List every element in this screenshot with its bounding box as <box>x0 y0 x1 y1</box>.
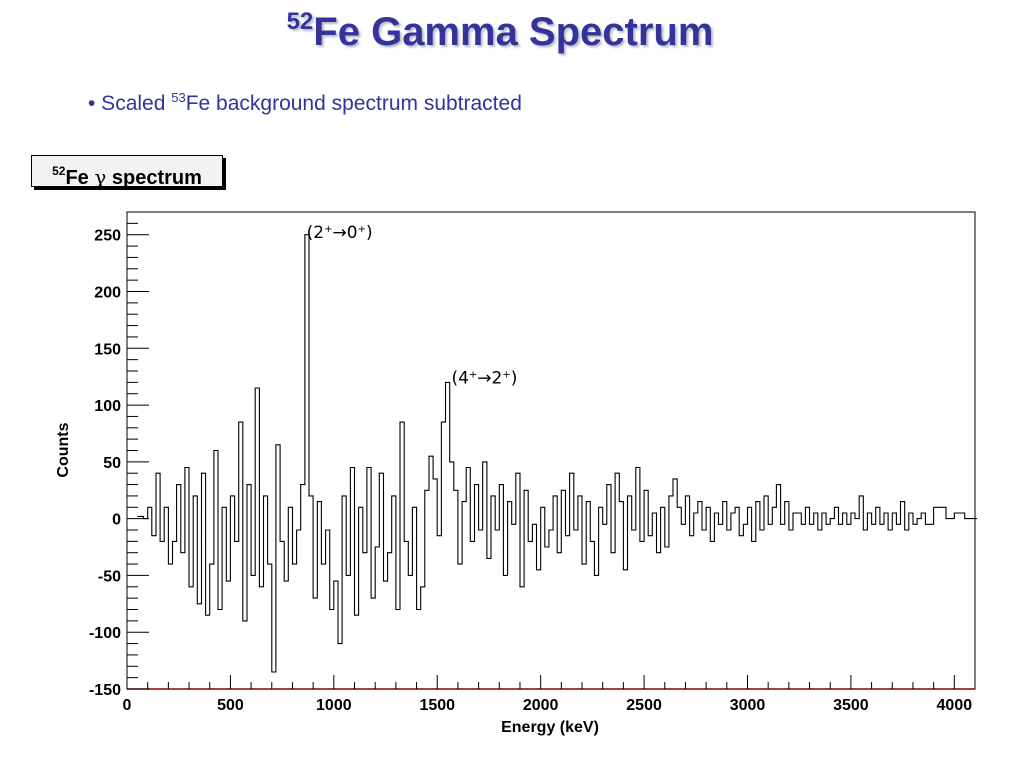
y-tick-label: 100 <box>94 398 121 415</box>
x-tick-label: 2500 <box>626 697 662 714</box>
peak-annotation: (4+→2+) <box>451 368 517 388</box>
x-axis-title: Energy (keV) <box>501 719 599 736</box>
x-tick-label: 1500 <box>419 697 455 714</box>
histogram-title-element: Fe <box>65 167 89 189</box>
y-tick-label: -150 <box>89 682 121 699</box>
y-tick-label: -50 <box>98 568 121 585</box>
x-tick-label: 4000 <box>937 697 973 714</box>
spectrum-trace <box>137 234 978 673</box>
title-text: Fe Gamma Spectrum <box>313 10 714 54</box>
y-tick-label: 150 <box>94 341 121 358</box>
x-tick-label: 500 <box>217 697 244 714</box>
bullet-point: • Scaled 53Fe background spectrum subtra… <box>88 90 522 116</box>
x-tick-label: 3000 <box>730 697 766 714</box>
bullet-text: Fe background spectrum subtracted <box>185 92 522 115</box>
y-tick-label: 200 <box>94 285 121 302</box>
y-tick-label: 0 <box>112 512 121 529</box>
x-tick-label: 1000 <box>316 697 352 714</box>
y-axis-title: Counts <box>55 422 72 477</box>
y-tick-label: 250 <box>94 228 121 245</box>
peak-annotation: (2+→0+) <box>307 223 373 243</box>
slide-title: 52Fe Gamma Spectrum <box>0 8 1000 55</box>
title-superscript: 52 <box>286 8 314 35</box>
x-tick-label: 3500 <box>833 697 869 714</box>
plot-frame <box>126 211 976 690</box>
x-tick-label: 0 <box>123 697 132 714</box>
y-tick-label: -100 <box>89 625 121 642</box>
histogram-title-superscript: 52 <box>52 164 66 178</box>
y-tick-label: 50 <box>103 455 121 472</box>
gamma-symbol: γ <box>94 165 107 189</box>
histogram-title-text: spectrum <box>111 167 202 189</box>
histogram-title-box: 52Fe γ spectrum <box>31 155 223 189</box>
x-tick-label: 2000 <box>523 697 559 714</box>
bullet-prefix: • Scaled <box>88 92 172 115</box>
bullet-superscript: 53 <box>171 90 186 105</box>
